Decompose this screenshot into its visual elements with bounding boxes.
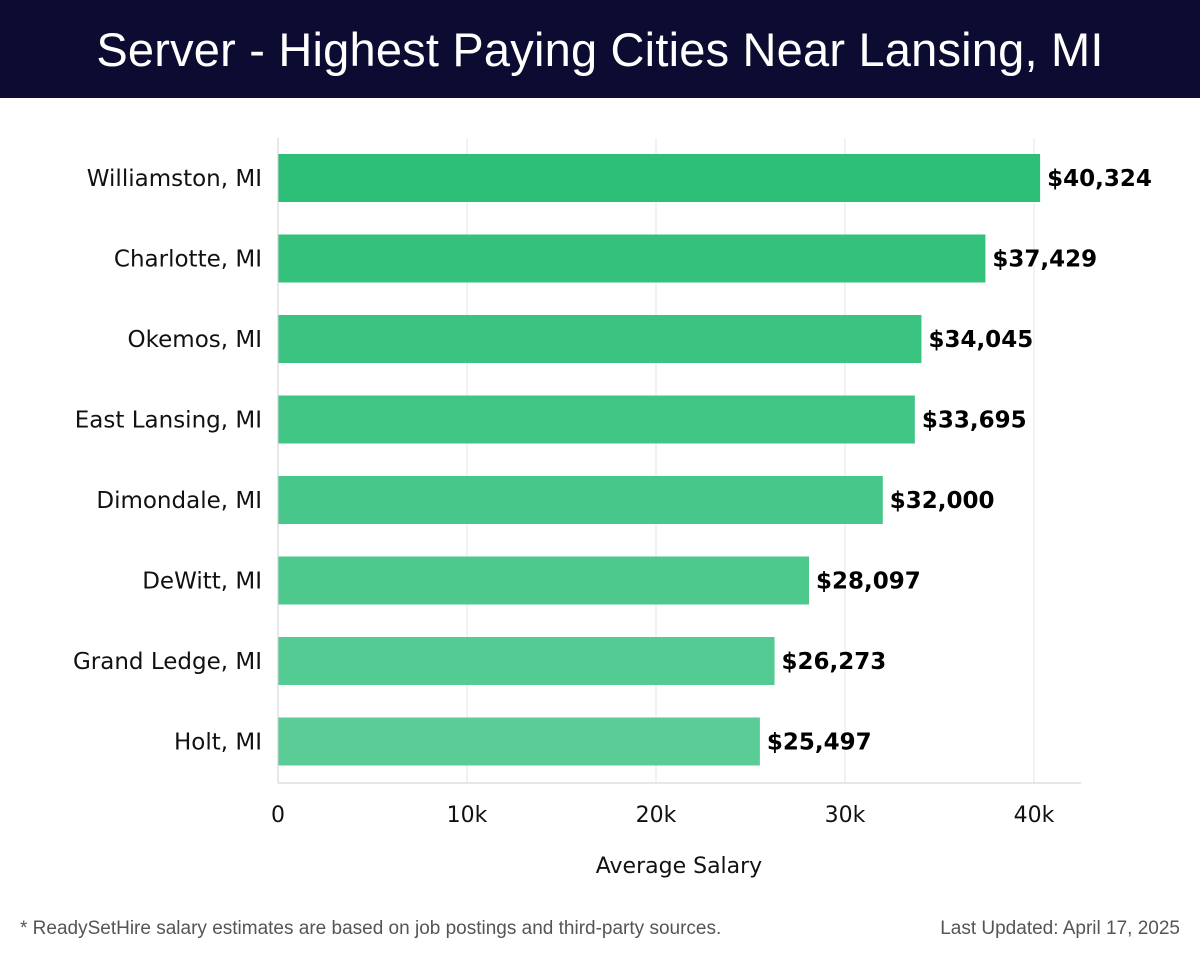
chart-title: Server - Highest Paying Cities Near Lans… — [96, 22, 1104, 76]
bar — [278, 476, 883, 524]
value-label: $25,497 — [767, 730, 872, 756]
category-label: Grand Ledge, MI — [73, 649, 262, 675]
category-label: Williamston, MI — [87, 166, 262, 192]
bar-chart: 0 10k 20k 30k 40k Williamston, MI $40,324 Charl… — [73, 138, 1152, 879]
chart-header: Server - Highest Paying Cities Near Lans… — [0, 0, 1200, 98]
axes: 0 10k 20k 30k 40k Williamston, MI $40,324 Charl… — [73, 138, 1152, 828]
value-label: $34,045 — [928, 327, 1033, 353]
value-label: $28,097 — [816, 569, 921, 595]
category-label: Holt, MI — [174, 730, 262, 756]
x-tick-label: 30k — [825, 803, 866, 828]
bar — [278, 315, 922, 363]
value-label: $26,273 — [782, 649, 887, 675]
category-label: DeWitt, MI — [142, 569, 262, 595]
bar — [278, 637, 775, 685]
footer-note: * ReadySetHire salary estimates are base… — [20, 918, 722, 939]
bar — [278, 717, 760, 766]
value-label: $33,695 — [922, 408, 1027, 434]
category-label: Dimondale, MI — [96, 488, 262, 514]
x-tick-label: 0 — [271, 803, 285, 828]
value-label: $40,324 — [1047, 166, 1152, 192]
x-tick-label: 20k — [636, 803, 677, 828]
value-label: $37,429 — [992, 247, 1097, 273]
category-label: Charlotte, MI — [114, 247, 262, 273]
value-label: $32,000 — [890, 488, 995, 514]
bar — [278, 556, 810, 605]
x-tick-label: 40k — [1014, 803, 1055, 828]
category-label: East Lansing, MI — [75, 408, 262, 434]
footer-updated: Last Updated: April 17, 2025 — [940, 918, 1180, 939]
bar — [278, 395, 915, 444]
bar — [278, 154, 1041, 202]
bar — [278, 234, 986, 283]
category-label: Okemos, MI — [128, 327, 262, 353]
x-axis-title: Average Salary — [596, 854, 762, 879]
bars — [278, 154, 1041, 766]
x-tick-label: 10k — [447, 803, 488, 828]
